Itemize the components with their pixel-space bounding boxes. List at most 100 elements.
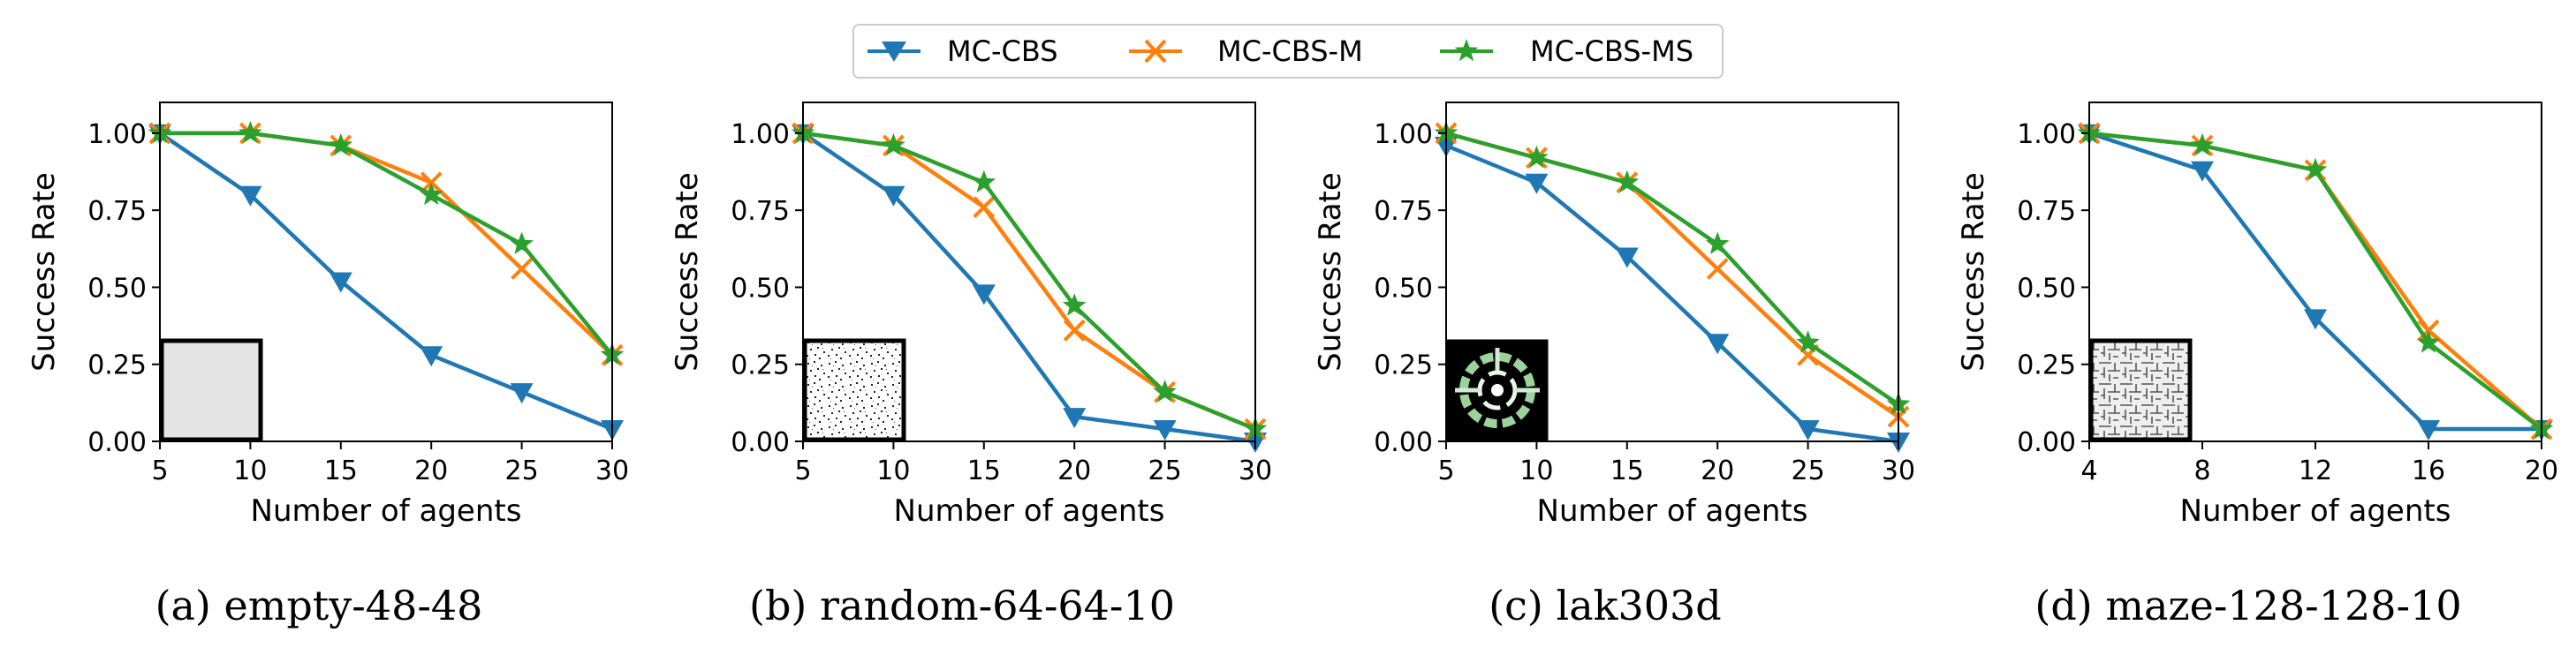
x-axis-label: Number of agents: [2180, 493, 2451, 529]
series-line-mc-cbs-ms: [802, 131, 1256, 432]
y-tick-label: 0.75: [87, 196, 147, 227]
x-tick-label: 20: [414, 455, 448, 486]
x-tick-label: 12: [2299, 455, 2332, 486]
y-axis-label: Success Rate: [27, 172, 62, 372]
point-mc-cbs-m-20: [1706, 258, 1729, 280]
y-tick-label: 0.75: [731, 196, 790, 227]
point-mc-cbs-m-25: [511, 258, 534, 280]
x-axis-label: Number of agents: [1537, 493, 1808, 529]
panel-lak303d: 0.00 0.25 0.50 0.75 1.00 5 10 15 20 25 30 Number of…: [1313, 102, 1915, 629]
point-mc-cbs-12: [2304, 309, 2327, 330]
y-tick-label: 1.00: [731, 119, 790, 150]
point-mc-cbs-ms-15: [1615, 169, 1640, 193]
point-mc-cbs-25: [1796, 420, 1820, 441]
panel-caption: (b) random-64-64-10: [749, 582, 1175, 629]
y-tick-label: 0.25: [2017, 350, 2076, 381]
random-map-icon: [802, 338, 906, 442]
series-line-mc-cbs-ms: [160, 131, 614, 357]
point-mc-cbs-ms-15: [329, 132, 353, 156]
legend-item-mc-cbs-ms: MC-CBS-MS: [1440, 34, 1693, 68]
y-tick-label: 0.50: [2017, 273, 2076, 304]
x-tick-label: 15: [324, 455, 358, 486]
panel-caption: (d) maze-128-128-10: [2034, 582, 2461, 629]
point-mc-cbs-ms-20: [1062, 293, 1087, 316]
inset-frame: [2088, 338, 2193, 442]
x-axis-label: Number of agents: [251, 493, 522, 529]
y-tick-label: 0.75: [1374, 196, 1433, 227]
inset-center: [1491, 384, 1504, 396]
inset-frame: [159, 338, 263, 442]
y-tick-label: 0.25: [731, 350, 790, 381]
panel-caption: (a) empty-48-48: [155, 582, 483, 629]
y-tick-label: 0.75: [2017, 196, 2076, 227]
y-tick-label: 0.00: [2017, 427, 2076, 458]
inset-corridors: [1455, 348, 1540, 393]
point-mc-cbs-15: [972, 284, 996, 305]
point-mc-cbs-10: [1525, 173, 1549, 194]
maze-map-icon: [2088, 338, 2193, 442]
x-tick-label: 15: [967, 455, 1001, 486]
point-mc-cbs-ms-20: [419, 182, 443, 206]
point-mc-cbs-ms-25: [510, 231, 534, 254]
point-mc-cbs-m-15: [973, 196, 996, 219]
y-axis-label: Success Rate: [1956, 172, 1991, 372]
y-axis-label: Success Rate: [1313, 172, 1348, 372]
plot-frame: [1445, 102, 1899, 442]
legend-marker-mc-cbs: [882, 41, 906, 62]
legend-label-mc-cbs-m: MC-CBS-M: [1217, 34, 1363, 68]
x-tick-label: 5: [794, 455, 811, 486]
point-mc-cbs-ms-10: [239, 120, 262, 144]
point-mc-cbs-20: [1706, 334, 1730, 355]
point-mc-cbs-ms-12: [2303, 157, 2328, 181]
legend-marker-mc-cbs-m: [1144, 39, 1167, 64]
y-tick-label: 0.00: [87, 427, 147, 458]
x-tick-label: 30: [1882, 455, 1915, 486]
legend-item-mc-cbs: MC-CBS: [868, 34, 1058, 68]
x-tick-label: 5: [151, 455, 168, 486]
legend-frame: [852, 24, 1724, 79]
panel-random: 0.00 0.25 0.50 0.75 1.00 5 10 15 20 25 30 Number of…: [670, 102, 1272, 629]
y-tick-label: 0.50: [87, 273, 147, 304]
panel-maze: 0.00 0.25 0.50 0.75 1.00 4 8 12 16 20 Number of ag…: [1956, 102, 2558, 629]
x-tick-label: 20: [1701, 455, 1734, 486]
point-mc-cbs-ms-10: [1525, 145, 1549, 169]
point-mc-cbs-8: [2191, 161, 2214, 182]
y-tick-label: 0.25: [1374, 350, 1433, 381]
x-tick-label: 10: [233, 455, 267, 486]
point-mc-cbs-ms-16: [2416, 330, 2441, 353]
inset-frame: [802, 338, 906, 442]
point-mc-cbs-m-20: [1063, 319, 1086, 342]
x-tick-label: 10: [876, 455, 910, 486]
legend: MC-CBS MC-CBS-M MC-CBS-MS: [852, 24, 1724, 79]
point-mc-cbs-ms-25: [1796, 330, 1820, 353]
x-tick-label: 10: [1519, 455, 1553, 486]
panel-caption: (c) lak303d: [1489, 582, 1722, 629]
y-tick-label: 1.00: [1374, 119, 1433, 150]
series-line-mc-cbs: [158, 132, 613, 432]
point-mc-cbs-15: [329, 272, 352, 293]
y-axis-label: Success Rate: [670, 172, 705, 372]
x-tick-label: 25: [505, 455, 539, 486]
y-tick-label: 0.00: [1374, 427, 1433, 458]
point-mc-cbs-20: [420, 346, 443, 367]
panel-empty: 0.00 0.25 0.50 0.75 1.00 5 10 15 20 25 30 Number of…: [27, 102, 629, 629]
empty-map-icon: [159, 338, 263, 442]
x-tick-label: 5: [1437, 455, 1454, 486]
point-mc-cbs-25: [510, 383, 534, 404]
x-axis-label: Number of agents: [894, 493, 1165, 529]
point-mc-cbs-ms-10: [882, 132, 905, 156]
point-mc-cbs-ms-8: [2190, 132, 2215, 156]
point-mc-cbs-20: [1063, 408, 1087, 429]
x-tick-label: 20: [2525, 455, 2558, 486]
point-mc-cbs-ms-25: [1153, 380, 1177, 403]
panels: 0.00 0.25 0.50 0.75 1.00 5 10 15 20 25 30 Number of…: [27, 102, 2558, 629]
point-mc-cbs-10: [239, 185, 262, 207]
legend-label-mc-cbs: MC-CBS: [947, 34, 1058, 68]
plot-frame: [159, 102, 613, 442]
x-tick-label: 30: [595, 455, 629, 486]
x-tick-label: 15: [1610, 455, 1644, 486]
point-mc-cbs-10: [882, 185, 905, 207]
point-mc-cbs-25: [1153, 420, 1177, 441]
series-line-mc-cbs-ms: [1445, 131, 1900, 406]
